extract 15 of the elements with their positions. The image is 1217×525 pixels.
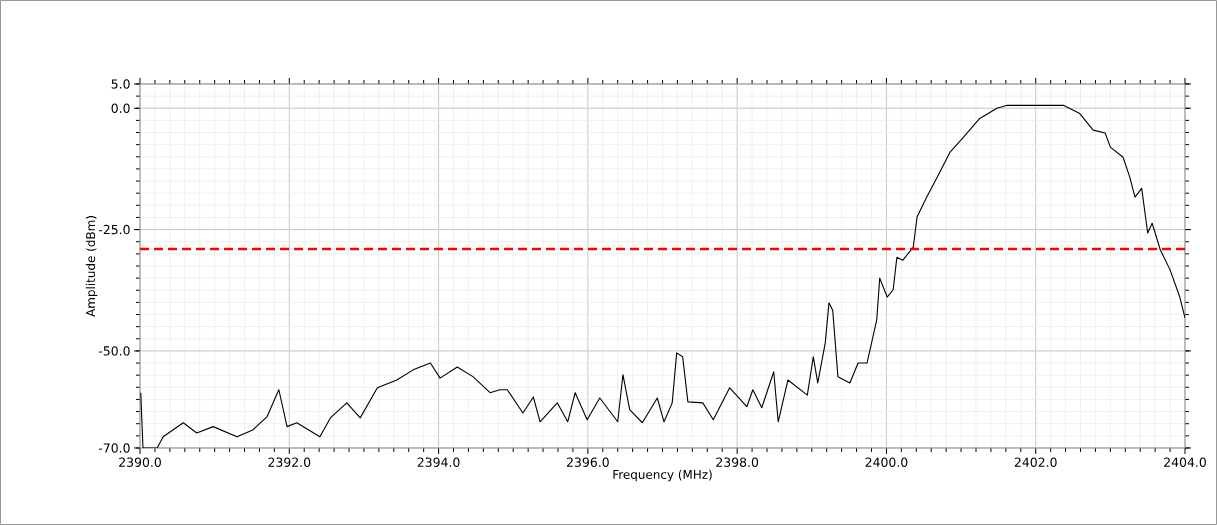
- x-tick-label: 2402.0: [1014, 457, 1057, 467]
- y-tick-label: -25.0: [98, 224, 130, 235]
- x-tick-label: 2400.0: [865, 457, 908, 467]
- y-tick-label: 5.0: [111, 79, 130, 89]
- x-tick-label: 2394.0: [417, 457, 460, 467]
- x-tick-label: 2392.0: [268, 457, 311, 467]
- x-tick-label: 2396.0: [566, 457, 609, 467]
- x-tick-label: 2404.0: [1164, 457, 1206, 467]
- y-axis-title: Amplitude (dBm): [85, 216, 98, 317]
- y-tick-label: -50.0: [98, 346, 130, 356]
- y-tick-label: 0.0: [111, 103, 130, 113]
- x-tick-label: 2398.0: [716, 457, 759, 467]
- x-tick-label: 2390.0: [119, 457, 161, 467]
- x-axis-title: Frequency (MHz): [613, 469, 712, 482]
- y-tick-label: -70.0: [98, 443, 130, 453]
